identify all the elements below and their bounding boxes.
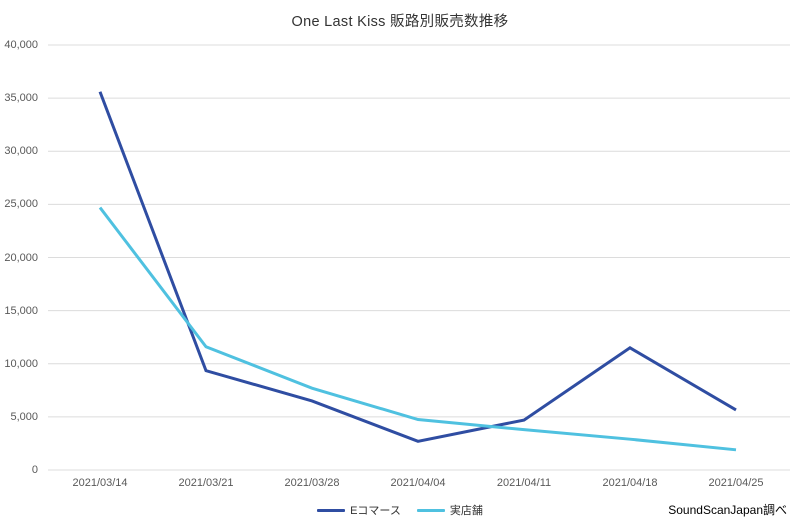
source-attribution: SoundScanJapan調べ — [668, 503, 787, 517]
chart-title: One Last Kiss 販路別販売数推移 — [291, 14, 509, 30]
legend-item-ecommerce: Eコマース — [317, 502, 401, 518]
y-axis-tick-label: 40,000 — [4, 39, 38, 51]
x-axis-tick-label: 2021/03/28 — [284, 477, 340, 489]
legend: Eコマース 実店舗 — [0, 502, 800, 518]
x-axis-tick-label: 2021/04/18 — [602, 477, 658, 489]
y-axis-tick-label: 30,000 — [4, 145, 38, 158]
ecommerce-line-swatch — [317, 508, 346, 512]
y-axis-tick-label: 5,000 — [10, 410, 38, 423]
y-axis-tick-label: 35,000 — [4, 92, 38, 105]
y-axis-tick-label: 10,000 — [4, 357, 38, 370]
legend-item-physical-store: 実店舗 — [416, 502, 483, 518]
y-axis-tick-label: 20,000 — [4, 251, 38, 264]
x-axis-tick-label: 2021/04/11 — [496, 477, 552, 489]
x-axis-tick-label: 2021/04/25 — [708, 477, 764, 489]
physical-store-line-swatch — [416, 508, 445, 512]
series-line-physical-store — [98, 206, 737, 452]
series-line-ecommerce — [98, 91, 737, 443]
x-axis-tick-label: 2021/03/21 — [178, 477, 234, 489]
y-axis-tick-label: 15,000 — [4, 304, 38, 317]
x-axis-tick-label: 2021/04/04 — [390, 477, 446, 489]
x-axis-tick-label: 2021/03/14 — [72, 477, 128, 489]
y-axis-tick-label: 0 — [31, 464, 38, 476]
y-axis-tick-label: 25,000 — [4, 198, 38, 211]
legend-label-ecommerce: Eコマース — [350, 505, 401, 517]
legend-label-physical-store: 実店舗 — [449, 505, 483, 517]
